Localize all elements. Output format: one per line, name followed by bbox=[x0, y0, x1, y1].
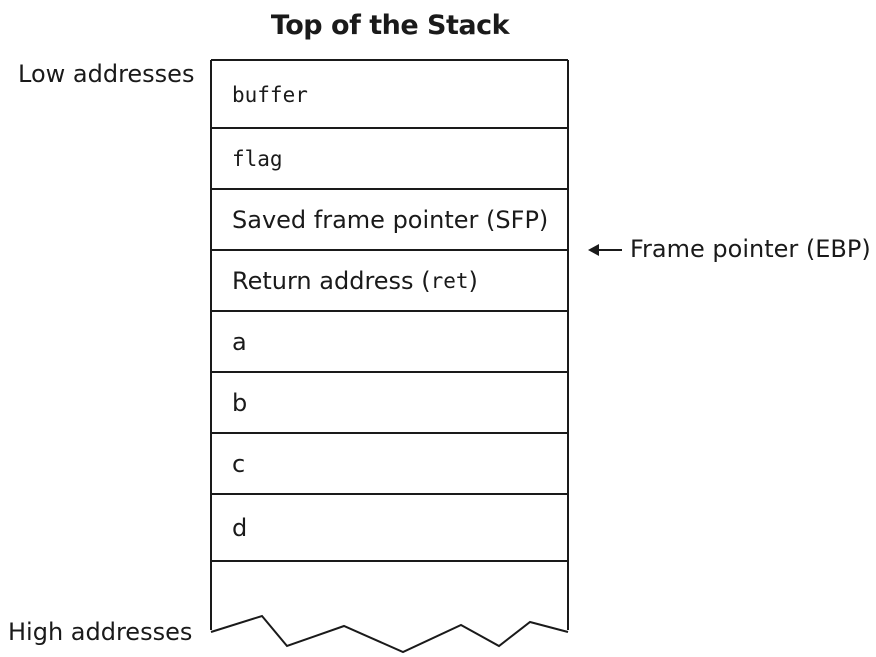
frame-pointer-label: Frame pointer (EBP) bbox=[630, 235, 871, 263]
return-address-code: ret bbox=[430, 269, 469, 293]
stack-cell-flag: flag bbox=[232, 147, 283, 171]
return-address-suffix: ) bbox=[468, 267, 478, 295]
return-address-prefix: Return address ( bbox=[232, 267, 431, 295]
stack-cell-a: a bbox=[232, 328, 247, 356]
diagram-title: Top of the Stack bbox=[270, 10, 510, 41]
left-arrow-icon bbox=[588, 244, 622, 256]
low-addresses-label: Low addresses bbox=[18, 60, 195, 88]
stack-cell-d: d bbox=[232, 514, 248, 542]
high-addresses-label: High addresses bbox=[8, 618, 193, 646]
stack-cell-c: c bbox=[232, 450, 246, 478]
stack-cell-buffer: buffer bbox=[232, 83, 308, 107]
torn-bottom-edge bbox=[210, 614, 569, 654]
stack-cell-b: b bbox=[232, 389, 248, 417]
stack-cell-sfp: Saved frame pointer (SFP) bbox=[232, 206, 549, 234]
stack-cell-return-address: Return address (ret) bbox=[212, 251, 568, 311]
